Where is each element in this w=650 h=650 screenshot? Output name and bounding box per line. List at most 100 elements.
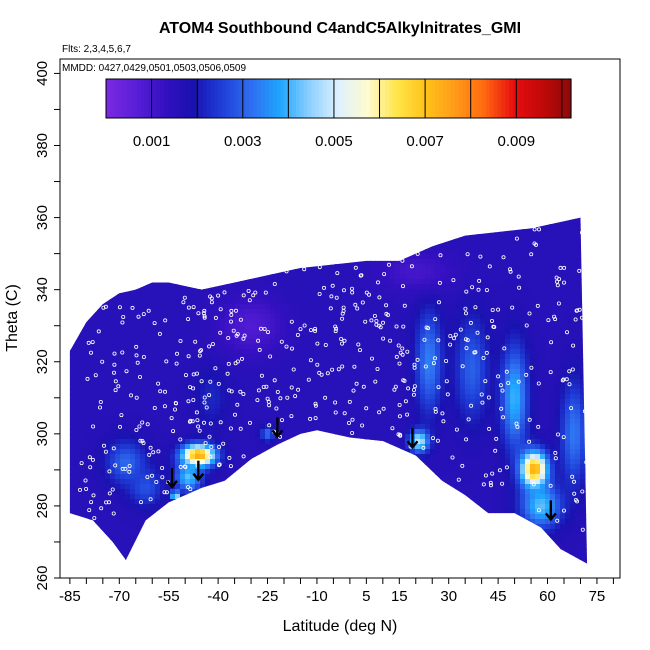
heatmap-cell [200,449,206,455]
heatmap-cell [220,429,226,435]
heatmap-cell [120,494,126,500]
heatmap-cell [150,344,156,350]
heatmap-cell [285,259,291,265]
heatmap-cell [240,224,246,230]
heatmap-cell [90,104,96,110]
heatmap-cell [215,194,221,200]
heatmap-cell [160,174,166,180]
heatmap-cell [145,119,151,125]
heatmap-cell [290,279,296,285]
heatmap-cell [290,194,296,200]
heatmap-cell [120,464,126,470]
heatmap-cell [90,539,96,545]
heatmap-cell [280,144,286,150]
heatmap-cell [295,379,301,385]
heatmap-cell [270,434,276,440]
heatmap-cell [70,134,76,140]
heatmap-cell [90,364,96,370]
heatmap-cell [105,474,111,480]
heatmap-cell [115,564,121,570]
heatmap-cell [115,199,121,205]
heatmap-cell [270,169,276,175]
heatmap-cell [110,449,116,455]
heatmap-cell [230,184,236,190]
heatmap-cell [265,164,271,170]
heatmap-cell [205,244,211,250]
heatmap-cell [125,364,131,370]
heatmap-cell [245,314,251,320]
heatmap-cell [260,479,266,485]
heatmap-cell [100,324,106,330]
heatmap-cell [150,334,156,340]
heatmap-cell [260,514,266,520]
heatmap-cell [250,284,256,290]
heatmap-cell [185,279,191,285]
heatmap-cell [280,459,286,465]
heatmap-cell [235,219,241,225]
heatmap-cell [260,434,266,440]
heatmap-cell [260,159,266,165]
heatmap-cell [195,174,201,180]
heatmap-cell [60,419,66,425]
heatmap-cell [275,409,281,415]
heatmap-cell [150,394,156,400]
heatmap-cell [285,309,291,315]
heatmap-cell [285,464,291,470]
heatmap-cell [75,234,81,240]
heatmap-cell [95,109,101,115]
heatmap-cell [220,259,226,265]
heatmap-cell [270,219,276,225]
heatmap-cell [160,454,166,460]
heatmap-cell [140,194,146,200]
heatmap-cell [115,164,121,170]
heatmap-cell [245,244,251,250]
heatmap-cell [85,574,91,580]
heatmap-cell [220,409,226,415]
heatmap-cell [69,329,71,335]
heatmap-cell [160,549,166,555]
heatmap-cell [270,234,276,240]
heatmap-cell [275,64,281,70]
heatmap-cell [200,489,206,495]
heatmap-cell [190,209,196,215]
heatmap-cell [160,329,166,335]
heatmap-cell [250,254,256,260]
heatmap-cell [100,534,106,540]
heatmap-cell [190,529,196,535]
heatmap-cell [170,454,176,460]
heatmap-cell [69,444,71,450]
heatmap-cell [145,509,151,515]
heatmap-cell [255,569,261,575]
heatmap-cell [105,174,111,180]
heatmap-cell [165,319,171,325]
heatmap-cell [270,204,276,210]
heatmap-cell [69,399,71,405]
heatmap-cell [165,269,171,275]
heatmap-cell [155,454,161,460]
heatmap-cell [280,184,286,190]
heatmap-cell [105,124,111,130]
heatmap-cell [190,164,196,170]
heatmap-cell [260,274,266,280]
heatmap-cell [185,239,191,245]
heatmap-cell [270,344,276,350]
heatmap-cell [80,164,86,170]
heatmap-cell [125,124,131,130]
heatmap-cell [245,359,251,365]
heatmap-cell [230,559,236,564]
heatmap-cell [155,289,161,295]
heatmap-cell [295,319,301,325]
heatmap-cell [205,384,211,390]
heatmap-cell [165,174,171,180]
heatmap-cell [210,149,216,155]
heatmap-cell [280,414,286,420]
heatmap-cell [140,399,146,405]
heatmap-cell [90,329,96,335]
heatmap-cell [60,309,66,315]
heatmap-cell [265,299,271,305]
heatmap-cell [200,554,206,560]
heatmap-cell [210,194,216,200]
heatmap-cell [225,509,231,515]
heatmap-cell [185,404,191,410]
heatmap-cell [69,554,71,560]
